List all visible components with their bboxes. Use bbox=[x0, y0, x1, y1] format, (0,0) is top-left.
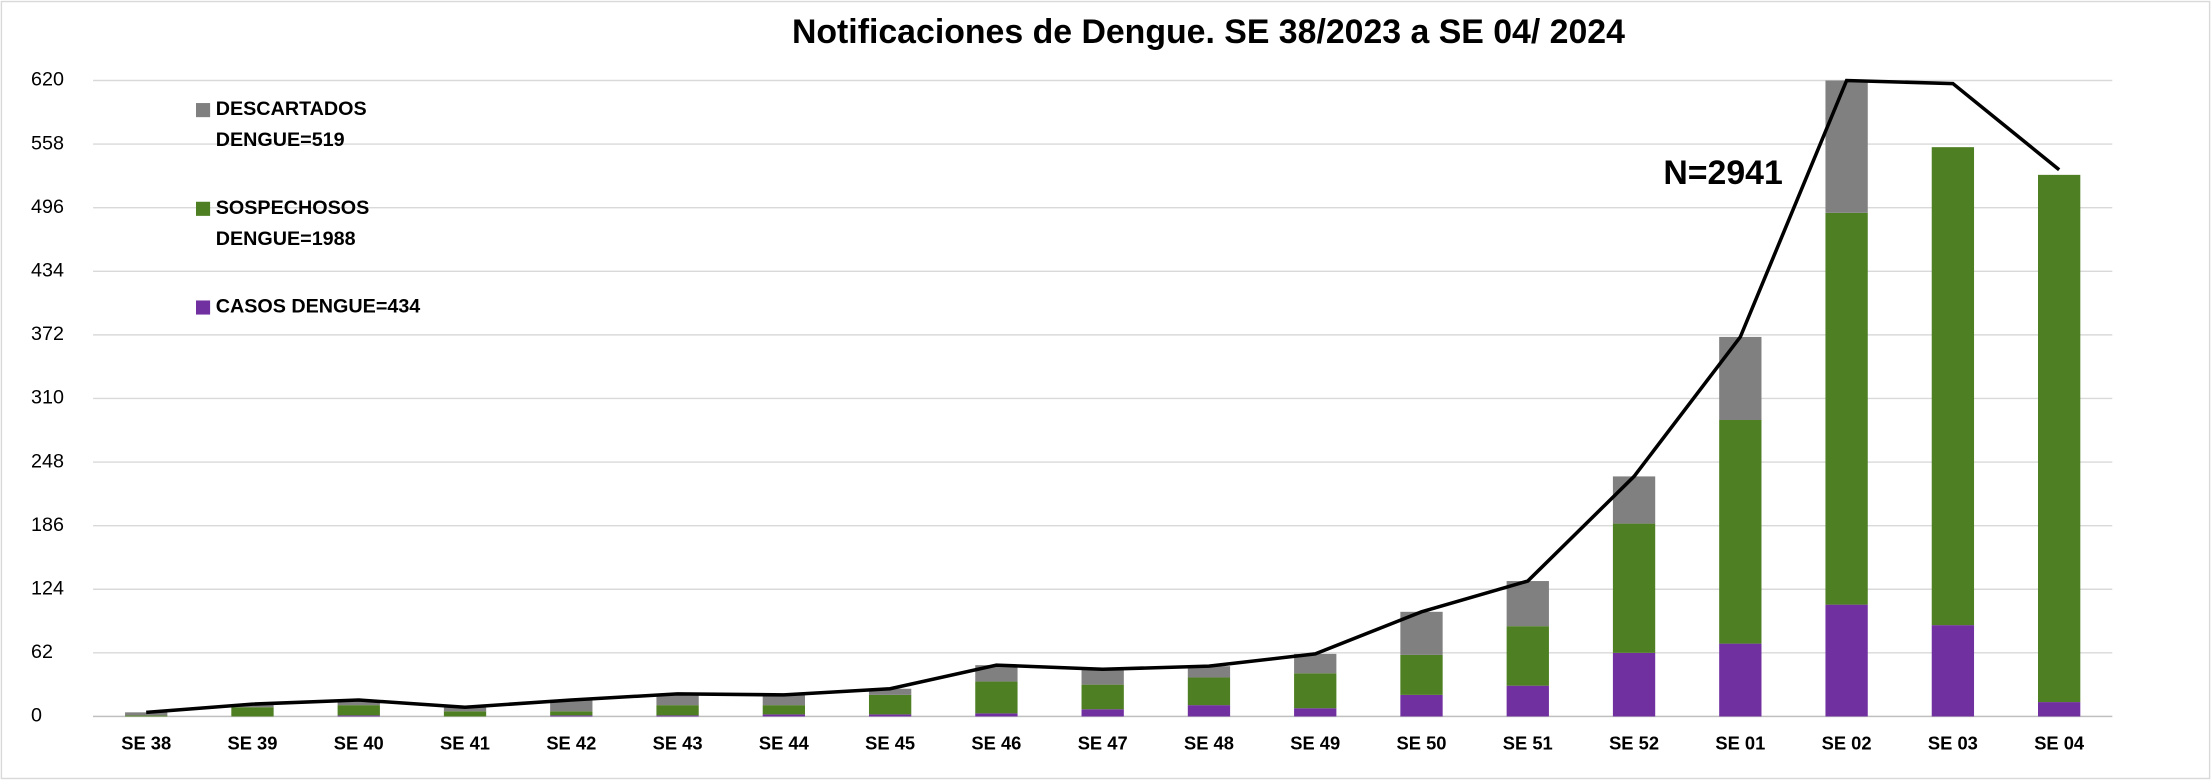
bar-segment bbox=[1612, 652, 1656, 717]
bar-segment bbox=[1081, 709, 1124, 717]
x-tick-label: SE 51 bbox=[1503, 732, 1553, 753]
x-tick-label: SE 45 bbox=[865, 732, 915, 753]
legend-swatch bbox=[196, 103, 211, 118]
bar-segment bbox=[1931, 147, 1975, 626]
x-tick-label: SE 43 bbox=[653, 732, 703, 753]
legend-label: SOSPECHOSOS DENGUE=1988 bbox=[216, 197, 370, 250]
x-tick-label: SE 50 bbox=[1397, 732, 1447, 753]
bar-segment bbox=[1931, 625, 1975, 717]
x-tick-label: SE 04 bbox=[2034, 732, 2085, 753]
x-tick-label: SE 02 bbox=[1822, 732, 1872, 753]
bar-segment bbox=[762, 705, 806, 715]
legend-swatch bbox=[196, 201, 211, 216]
bar-segment bbox=[1081, 684, 1124, 710]
bar-segment bbox=[550, 715, 593, 717]
x-tick-label: SE 47 bbox=[1078, 732, 1128, 753]
bar-segment bbox=[1719, 420, 1762, 644]
bar-segment bbox=[656, 715, 699, 717]
bar-segment bbox=[550, 700, 593, 712]
bar-segment bbox=[1825, 604, 1868, 717]
y-tick-label: 558 bbox=[31, 132, 64, 154]
bar-segment bbox=[231, 707, 274, 717]
x-tick-label: SE 41 bbox=[440, 732, 490, 753]
bar-segment bbox=[1506, 581, 1549, 627]
bar-segment bbox=[1506, 685, 1549, 717]
bar-segment bbox=[1400, 694, 1443, 717]
bar-segment bbox=[1719, 643, 1762, 717]
x-tick-label: SE 44 bbox=[759, 732, 810, 753]
bar-segment bbox=[125, 712, 168, 716]
bar-segment bbox=[1294, 653, 1337, 674]
bar-segment bbox=[1294, 708, 1337, 717]
bar-segment bbox=[1187, 677, 1231, 706]
y-tick-label: 372 bbox=[31, 323, 64, 345]
bar-segment bbox=[1187, 666, 1231, 678]
bar-segment bbox=[656, 705, 699, 716]
x-tick-label: SE 46 bbox=[971, 732, 1021, 753]
legend-swatch bbox=[196, 300, 211, 315]
bar-segment bbox=[1081, 669, 1124, 685]
y-tick-label: 124 bbox=[31, 577, 64, 599]
y-tick-label: 434 bbox=[31, 259, 64, 281]
bar-segment bbox=[443, 707, 487, 712]
bar-segment bbox=[443, 711, 487, 717]
legend-label: CASOS DENGUE=434 bbox=[216, 296, 421, 318]
bar-segment bbox=[656, 693, 699, 706]
legend-label: DESCARTADOS DENGUE=519 bbox=[216, 98, 367, 151]
bar-segment bbox=[868, 714, 912, 717]
bar-segment bbox=[1719, 336, 1762, 421]
bar-segment bbox=[1400, 654, 1443, 695]
bar-segment bbox=[1506, 626, 1549, 686]
bar-segment bbox=[1294, 673, 1337, 709]
y-tick-label: 62 bbox=[31, 641, 53, 663]
x-tick-label: SE 40 bbox=[334, 732, 384, 753]
bar-segment bbox=[868, 688, 912, 695]
bar-segment bbox=[125, 715, 168, 717]
bar-segment bbox=[337, 715, 380, 717]
bar-segment bbox=[1825, 212, 1868, 605]
y-tick-label: 620 bbox=[31, 69, 64, 91]
total-line bbox=[146, 78, 2061, 715]
bar-segment bbox=[1612, 523, 1656, 653]
y-tick-label: 248 bbox=[31, 450, 64, 472]
y-tick-label: 186 bbox=[31, 514, 64, 536]
chart-title: Notificaciones de Dengue. SE 38/2023 a S… bbox=[792, 13, 1625, 51]
x-tick-label: SE 52 bbox=[1609, 732, 1659, 753]
y-tick-label: 310 bbox=[31, 387, 64, 409]
x-tick-label: SE 39 bbox=[228, 732, 278, 753]
x-tick-label: SE 49 bbox=[1290, 732, 1340, 753]
x-tick-label: SE 01 bbox=[1715, 732, 1765, 753]
bar-segment bbox=[1187, 705, 1231, 717]
bar-segment bbox=[337, 705, 380, 716]
bar-segment bbox=[868, 694, 912, 715]
x-tick-label: SE 42 bbox=[546, 732, 596, 753]
x-tick-label: SE 48 bbox=[1184, 732, 1234, 753]
bar-segment bbox=[975, 681, 1018, 714]
x-tick-label: SE 38 bbox=[121, 732, 171, 753]
bar-segment bbox=[762, 694, 806, 706]
bar-segment bbox=[2038, 702, 2081, 717]
x-tick-label: SE 03 bbox=[1928, 732, 1978, 753]
y-tick-label: 0 bbox=[31, 705, 42, 727]
bar-segment bbox=[975, 713, 1018, 717]
bar-segment bbox=[550, 711, 593, 716]
bar-segment bbox=[1612, 476, 1656, 524]
y-tick-label: 496 bbox=[31, 196, 64, 218]
bar-segment bbox=[337, 700, 380, 706]
annotation: N=2941 bbox=[1663, 154, 1782, 192]
bar-segment bbox=[2038, 174, 2081, 703]
bar-segment bbox=[762, 714, 806, 717]
bar-segment bbox=[1825, 80, 1868, 213]
